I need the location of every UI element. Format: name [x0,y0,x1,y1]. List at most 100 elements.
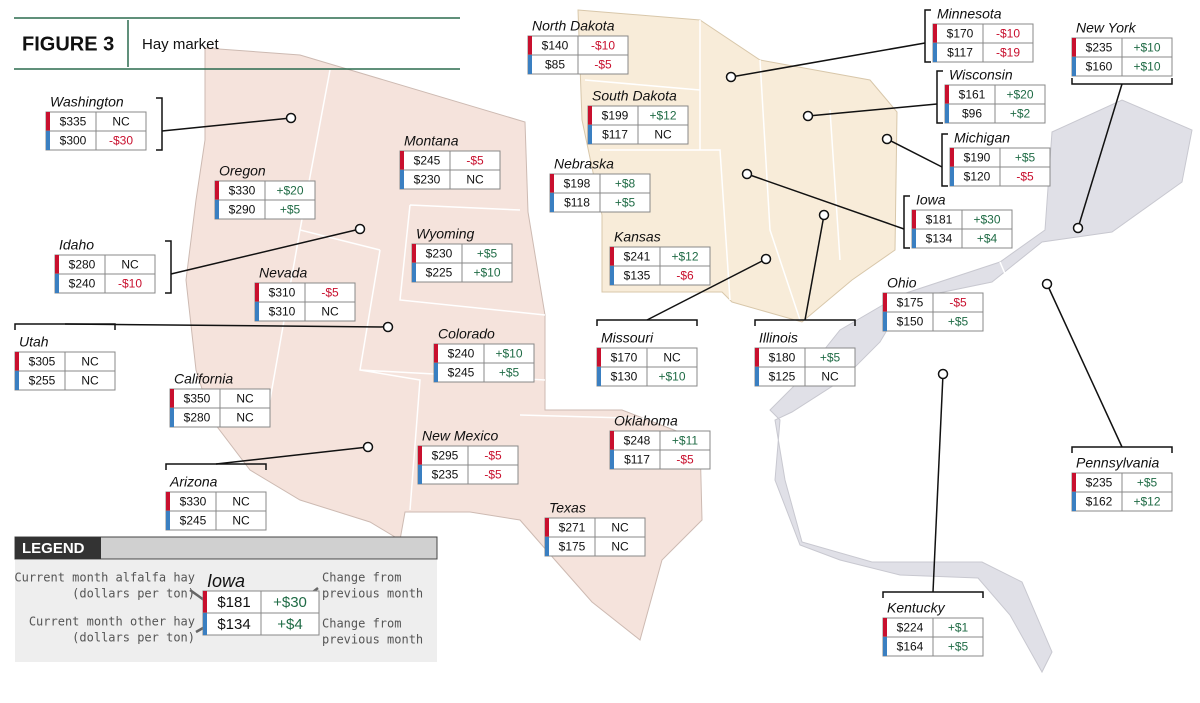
price: $96 [962,107,982,121]
price: $181 [217,594,250,611]
price-box: Iowa $181 +$30 $134 +$4 [202,571,320,636]
price-box: Idaho $280 NC $240 -$10 [54,237,156,294]
price-box: Kansas $241 +$12 $135 -$6 [609,229,711,286]
price: $350 [184,392,211,406]
price: $134 [926,232,953,246]
price: $248 [624,434,651,448]
price-box: Nebraska $198 +$8 $118 +$5 [549,156,651,213]
price-box: Michigan $190 +$5 $120 -$5 [949,130,1051,187]
legend-label: Change from [322,617,401,631]
change: +$4 [977,232,998,246]
change: +$20 [276,184,303,198]
change: -$5 [676,453,694,467]
stripe [418,465,422,484]
price: $164 [897,640,924,654]
change: -$5 [466,154,484,168]
price: $280 [69,258,96,272]
change: +$12 [649,109,676,123]
price: $300 [60,134,87,148]
leader-line [932,373,944,593]
change: -$30 [109,134,133,148]
leader-line [807,103,938,117]
stripe [550,174,554,193]
price-box: New Mexico $295 -$5 $235 -$5 [417,428,519,485]
leader [882,368,984,598]
stripe [1072,38,1076,57]
state-name: Minnesota [937,6,1002,22]
stripe [203,591,207,613]
legend-label: previous month [322,587,423,601]
price: $181 [926,213,953,227]
figure-label: FIGURE 3 [22,33,114,55]
change: NC [466,173,484,187]
state-name: Idaho [59,237,94,253]
bracket [941,133,948,187]
change: +$4 [277,616,302,633]
leader-line [804,214,825,321]
change: NC [232,495,250,509]
state-dot [382,321,394,333]
change: +$5 [820,351,841,365]
price: $135 [624,269,651,283]
change: NC [121,258,139,272]
price: $235 [1086,476,1113,490]
change: NC [611,540,629,554]
price: $295 [432,449,459,463]
change: NC [663,351,681,365]
change: NC [81,374,99,388]
leader [156,97,297,151]
leader [1071,78,1173,234]
price: $170 [611,351,638,365]
stripe [610,247,614,266]
price-box: Oregon $330 +$20 $290 +$5 [214,163,316,220]
stripe [610,266,614,285]
change: NC [236,411,254,425]
price: $241 [624,250,651,264]
price: $245 [180,514,207,528]
stripe [15,352,19,371]
change: -$10 [591,39,615,53]
stripe [755,367,759,386]
state-dot [354,223,366,235]
stripe [883,293,887,312]
bracket [924,9,931,63]
state-name: California [174,371,233,387]
leader-line [1077,83,1123,229]
change: NC [321,305,339,319]
change: +$5 [1137,476,1158,490]
bracket [1071,78,1173,85]
price-box: Washington $335 NC $300 -$30 [45,94,147,151]
change: +$2 [1010,107,1031,121]
state-name: Texas [549,500,586,516]
stripe [434,344,438,363]
state-dot [1072,222,1084,234]
change: +$10 [1133,60,1160,74]
price: $235 [1086,41,1113,55]
state-name: Wisconsin [949,67,1013,83]
stripe [255,283,259,302]
stripe [933,24,937,43]
east-region [769,99,1193,674]
price-box: North Dakota $140 -$10 $85 -$5 [527,18,629,75]
change: -$10 [996,27,1020,41]
stripe [418,446,422,465]
stripe [912,210,916,229]
change: +$1 [948,621,969,635]
stripe [46,112,50,131]
stripe [597,367,601,386]
price-box: Montana $245 -$5 $230 NC [399,133,501,190]
leader-line [170,228,361,275]
leader-line [746,173,905,230]
state-name: Missouri [601,330,654,346]
change: +$5 [615,196,636,210]
price: $175 [559,540,586,554]
price: $125 [769,370,796,384]
price: $255 [29,374,56,388]
stripe [15,371,19,390]
price: $118 [564,196,590,210]
state-dot [818,209,830,221]
state-name: New York [1076,20,1137,36]
state-name: Pennsylvania [1076,455,1159,471]
price: $235 [432,468,459,482]
change: +$11 [672,434,698,448]
